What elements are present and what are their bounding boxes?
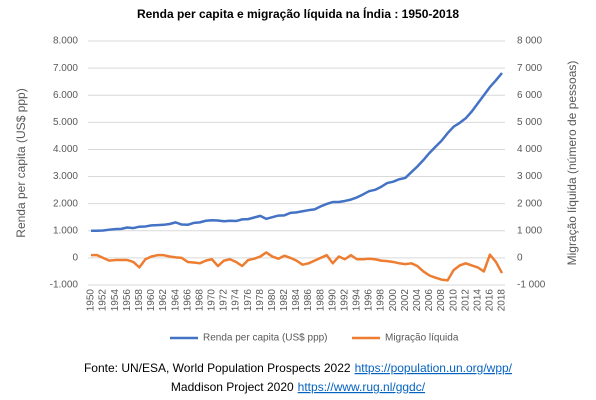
y-tick-label: 1.000 <box>53 225 78 236</box>
x-tick-label: 2010 <box>448 289 459 312</box>
y2-tick-label: 6 000 <box>517 90 542 101</box>
x-tick-label: 2002 <box>400 289 411 312</box>
y2-axis-label: Migração líquida (número de pessoas) <box>565 61 579 266</box>
y2-tick-label: 3 000 <box>517 171 542 182</box>
x-tick-label: 2014 <box>472 289 483 312</box>
data-line <box>91 251 504 282</box>
x-tick-label: 1976 <box>243 289 254 312</box>
x-tick-label: 1986 <box>303 289 314 312</box>
x-tick-label: 1996 <box>364 289 375 312</box>
y2-tick-label: 0 <box>517 253 523 264</box>
y-tick-label: 5.000 <box>53 117 78 128</box>
x-tick-label: 2006 <box>424 289 435 312</box>
x-tick-label: 2004 <box>412 289 423 312</box>
legend-label: Migração líquida <box>385 333 459 344</box>
x-tick-label: 1984 <box>291 289 302 312</box>
x-tick-label: 1974 <box>231 289 242 312</box>
x-tick-label: 1950 <box>86 289 97 312</box>
y-tick-label: 6.000 <box>53 90 78 101</box>
x-tick-label: 1982 <box>279 289 290 312</box>
source-text: Maddison Project 2020 <box>171 380 294 394</box>
x-tick-label: 1958 <box>134 289 145 312</box>
x-tick-label: 1988 <box>315 289 326 312</box>
y-tick-label: 8.000 <box>53 36 78 47</box>
x-tick-label: 2016 <box>485 289 496 312</box>
y-tick-label: 2.000 <box>53 198 78 209</box>
y2-tick-label: 2 000 <box>517 198 542 209</box>
y-axis-label: Renda per capita (US$ ppp) <box>14 88 28 237</box>
source-line: Maddison Project 2020 https://www.rug.nl/… <box>171 380 426 394</box>
x-tick-label: 1992 <box>339 289 350 312</box>
x-tick-label: 1972 <box>219 289 230 312</box>
source-link[interactable]: https://population.un.org/wpp/ <box>355 361 513 375</box>
x-tick-label: 1970 <box>207 289 218 312</box>
x-tick-label: 1952 <box>98 289 109 312</box>
x-tick-label: 1964 <box>170 289 181 312</box>
y2-tick-label: 8 000 <box>517 36 542 47</box>
y-tick-label: 0 <box>72 253 78 264</box>
x-tick-label: 2018 <box>497 289 508 312</box>
x-tick-label: 1954 <box>110 289 121 312</box>
x-tick-label: 1968 <box>194 289 205 312</box>
data-line <box>91 72 503 233</box>
y-tick-label: -1.000 <box>50 280 79 291</box>
legend-label: Renda per capita (US$ ppp) <box>203 333 328 344</box>
x-tick-label: 1962 <box>158 289 169 312</box>
y-tick-label: 4.000 <box>53 144 78 155</box>
x-tick-label: 1998 <box>376 289 387 312</box>
x-tick-label: 1980 <box>267 289 278 312</box>
y2-tick-label: 4 000 <box>517 144 542 155</box>
chart-title: Renda per capita e migração líquida na Í… <box>137 6 459 21</box>
y2-tick-label: 1 000 <box>517 225 542 236</box>
source-text: Fonte: UN/ESA, World Population Prospect… <box>84 361 351 375</box>
y-tick-label: 3.000 <box>53 171 78 182</box>
y2-tick-label: -1 000 <box>517 280 546 291</box>
x-tick-label: 1978 <box>255 289 266 312</box>
source-line: Fonte: UN/ESA, World Population Prospect… <box>84 361 513 375</box>
x-tick-label: 2008 <box>436 289 447 312</box>
y-tick-label: 7.000 <box>53 63 78 74</box>
source-link[interactable]: https://www.rug.nl/ggdc/ <box>298 380 426 394</box>
x-tick-label: 2000 <box>388 289 399 312</box>
x-tick-label: 2012 <box>460 289 471 312</box>
x-tick-label: 1956 <box>122 289 133 312</box>
x-tick-label: 1960 <box>146 289 157 312</box>
x-tick-label: 1994 <box>352 289 363 312</box>
x-tick-label: 1990 <box>327 289 338 312</box>
x-tick-label: 1966 <box>182 289 193 312</box>
y2-tick-label: 7 000 <box>517 63 542 74</box>
y2-tick-label: 5 000 <box>517 117 542 128</box>
